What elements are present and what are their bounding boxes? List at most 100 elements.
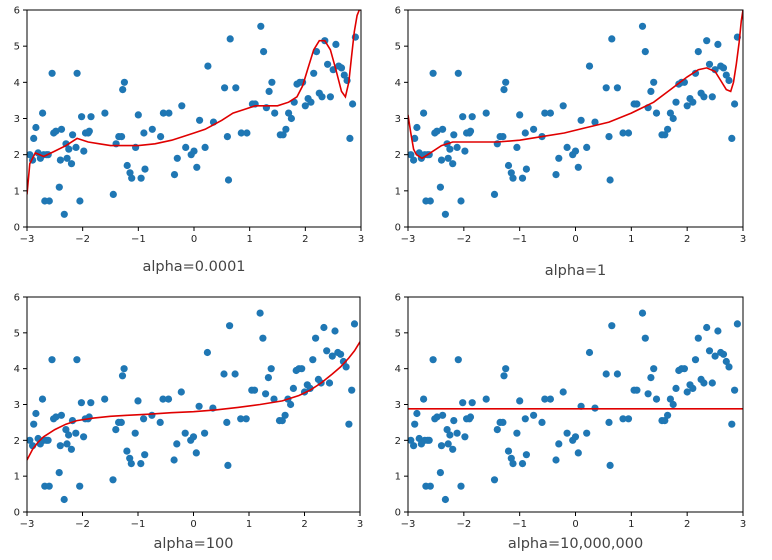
scatter-point (443, 426, 451, 434)
scatter-point (270, 395, 278, 403)
scatter-point (80, 147, 88, 155)
scatter-point (691, 69, 700, 77)
scatter-point (500, 86, 508, 94)
plot-panel-alpha-100: −3 −2 −1 0 1 2 3 0 1 2 3 4 5 6 alpha=100 (14, 293, 364, 553)
scatter-point (73, 356, 81, 364)
panel-title: alpha=1 (545, 263, 607, 279)
y-tick-label: 3 (14, 400, 20, 411)
scatter-point (177, 388, 185, 396)
scatter-point (449, 160, 457, 168)
scatter-point (490, 190, 499, 198)
scatter-point (60, 210, 68, 218)
scatter-point (650, 78, 658, 86)
scatter-point (342, 363, 350, 371)
scatter-point (189, 433, 198, 441)
x-tick-label: −2 (456, 234, 471, 245)
scatter-point (324, 60, 332, 68)
y-tick-label: 3 (395, 114, 401, 125)
x-tick-label: −2 (75, 519, 90, 530)
scatter-point (339, 357, 347, 366)
x-tick-label: 2 (684, 234, 690, 245)
scatter-point (231, 370, 239, 378)
scatter-point (256, 309, 264, 317)
scatter-point (546, 109, 555, 117)
scatter-point (439, 125, 447, 133)
scatter-point (694, 334, 702, 342)
scatter-point (426, 197, 434, 205)
scatter-point (109, 476, 117, 484)
scatter-point (60, 495, 68, 504)
scatter-point (156, 418, 164, 426)
scatter-point (641, 48, 649, 56)
plot-frame (407, 9, 744, 228)
scatter-point (289, 384, 297, 392)
scatter-point (141, 451, 149, 459)
scatter-point (173, 440, 181, 448)
plot-frame (407, 296, 744, 513)
scatter-point (608, 322, 616, 330)
scatter-point (45, 197, 53, 205)
scatter-point (722, 357, 730, 366)
scatter-point (450, 131, 458, 139)
scatter-series (408, 22, 742, 218)
scatter-point (264, 374, 272, 382)
scatter-point (119, 86, 127, 94)
scatter-point (731, 100, 739, 108)
x-tick-label: −2 (75, 234, 90, 245)
scatter-point (457, 482, 465, 490)
scatter-point (226, 322, 234, 330)
scatter-point (691, 356, 700, 364)
scatter-point (56, 156, 64, 164)
scatter-point (204, 62, 212, 70)
scatter-point (714, 40, 722, 49)
ridge-fit-curve (27, 341, 360, 461)
scatter-point (410, 442, 418, 450)
scatter-point (325, 379, 334, 387)
scatter-point (689, 384, 697, 392)
scatter-point (63, 154, 71, 162)
scatter-point (585, 62, 594, 70)
x-tick-label: 3 (358, 234, 364, 245)
scatter-point (714, 327, 722, 335)
scatter-point (541, 109, 549, 117)
scatter-point (55, 469, 63, 477)
scatter-point (574, 163, 582, 171)
scatter-point (559, 102, 567, 110)
scatter-point (669, 400, 677, 409)
scatter-point (571, 433, 580, 441)
scatter-point (65, 145, 73, 153)
scatter-point (30, 134, 38, 142)
scatter-point (309, 356, 317, 364)
scatter-point (109, 190, 117, 198)
scatter-point (680, 365, 689, 373)
scatter-point (408, 151, 415, 159)
y-tick-label: 4 (14, 364, 20, 375)
y-tick-label: 5 (14, 328, 20, 339)
ridge-fit-curve (408, 10, 743, 160)
scatter-point (725, 76, 733, 85)
scatter-point (331, 327, 339, 335)
scatter-point (563, 143, 571, 151)
scatter-point (408, 436, 415, 444)
y-tick-label: 3 (14, 114, 20, 125)
scatter-point (52, 413, 60, 421)
y-tick-label: 5 (14, 42, 20, 53)
scatter-point (101, 395, 109, 403)
scatter-point (285, 109, 293, 117)
scatter-point (555, 154, 563, 162)
scatter-point (350, 320, 359, 328)
scatter-point (131, 429, 139, 437)
scatter-point (605, 133, 613, 141)
scatter-point (708, 379, 716, 387)
scatter-point (134, 397, 142, 405)
scatter-point (666, 395, 675, 403)
scatter-point (52, 127, 60, 135)
x-tick-label: 0 (572, 519, 578, 530)
scatter-point (661, 417, 669, 425)
scatter-point (444, 440, 452, 448)
scatter-point (509, 460, 517, 468)
y-tick-label: 6 (14, 6, 20, 17)
scatter-point (591, 118, 599, 126)
scatter-point (577, 116, 585, 124)
